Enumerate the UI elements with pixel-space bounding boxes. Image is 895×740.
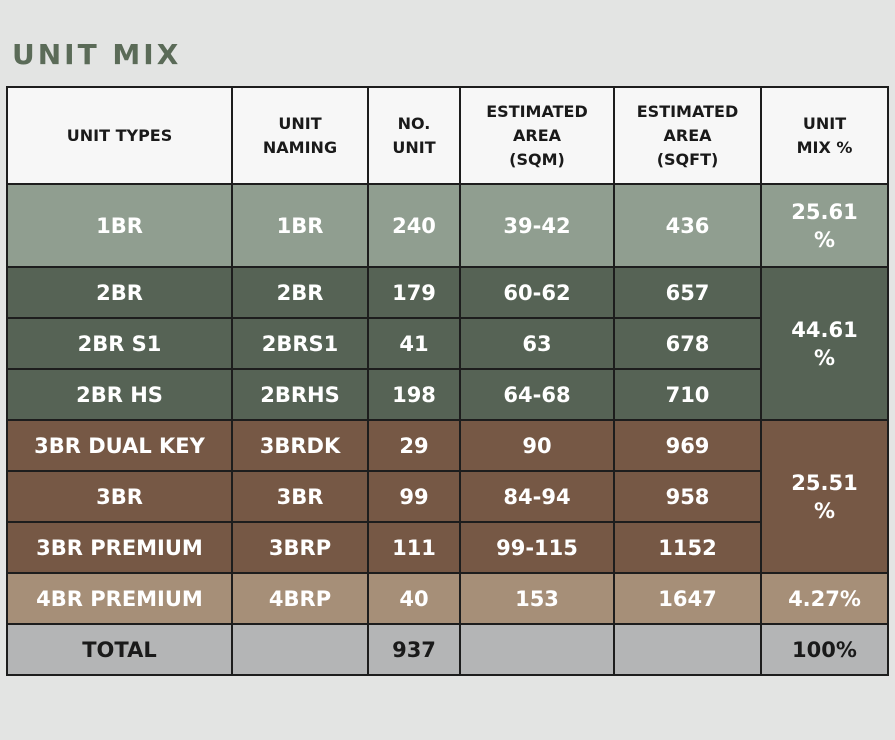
cell-area-sqft: 969 [613, 419, 762, 472]
table-row-total: TOTAL 937 100% [6, 623, 889, 676]
unit-mix-table: UNIT TYPES UNIT NAMING NO. UNIT ESTIMATE… [6, 86, 889, 676]
cell-area-sqm: 99-115 [459, 521, 615, 574]
cell-unit-naming: 4BRP [231, 572, 369, 625]
cell-no-unit: 111 [367, 521, 461, 574]
header-area-sqm: ESTIMATED AREA (SQM) [459, 86, 615, 185]
cell-unit-type: 4BR PREMIUM [6, 572, 233, 625]
cell-area-sqm: 39-42 [459, 183, 615, 268]
page-title: UNIT MIX [12, 38, 182, 71]
cell-area-sqm: 153 [459, 572, 615, 625]
table-row-3br-dual-key: 3BR DUAL KEY 3BRDK 29 90 969 25.51% [6, 419, 889, 574]
cell-total-units: 937 [367, 623, 461, 676]
cell-total-empty [231, 623, 369, 676]
header-unit-types: UNIT TYPES [6, 86, 233, 185]
cell-unit-naming: 3BRDK [231, 419, 369, 472]
table-row-4br-premium: 4BR PREMIUM 4BRP 40 153 1647 4.27% [6, 572, 889, 625]
cell-unit-naming: 3BRP [231, 521, 369, 574]
table-row-2br-s1: 2BR S1 2BRS1 41 63 678 [6, 317, 888, 370]
cell-area-sqft: 958 [613, 470, 762, 523]
cell-unit-naming: 1BR [231, 183, 369, 268]
cell-unit-naming: 2BRS1 [231, 317, 369, 370]
cell-unit-type: 1BR [6, 183, 233, 268]
cell-area-sqft: 710 [613, 368, 762, 421]
table-row-3br-premium: 3BR PREMIUM 3BRP 111 99-115 1152 [6, 521, 888, 574]
cell-unit-mix-3br: 25.51% [760, 419, 889, 574]
cell-area-sqft: 1152 [613, 521, 762, 574]
cell-unit-type: 3BR DUAL KEY [6, 419, 233, 472]
cell-no-unit: 29 [367, 419, 461, 472]
cell-no-unit: 40 [367, 572, 461, 625]
cell-no-unit: 41 [367, 317, 461, 370]
cell-unit-mix-4br: 4.27% [760, 572, 889, 625]
cell-area-sqm: 63 [459, 317, 615, 370]
cell-unit-type: 2BR [6, 266, 233, 319]
cell-area-sqm: 90 [459, 419, 615, 472]
cell-no-unit: 198 [367, 368, 461, 421]
cell-no-unit: 240 [367, 183, 461, 268]
cell-no-unit: 99 [367, 470, 461, 523]
cell-no-unit: 179 [367, 266, 461, 319]
cell-unit-mix-2br: 44.61% [760, 266, 889, 421]
cell-total-label: TOTAL [6, 623, 233, 676]
table-row-2br-hs: 2BR HS 2BRHS 198 64-68 710 [6, 368, 888, 421]
cell-unit-type: 3BR [6, 470, 233, 523]
header-row: UNIT TYPES UNIT NAMING NO. UNIT ESTIMATE… [6, 86, 889, 185]
cell-total-empty [613, 623, 762, 676]
cell-area-sqft: 1647 [613, 572, 762, 625]
cell-area-sqm: 60-62 [459, 266, 615, 319]
table-row-2br: 2BR 2BR 179 60-62 657 44.61% [6, 266, 889, 421]
header-no-unit: NO. UNIT [367, 86, 461, 185]
cell-unit-naming: 3BR [231, 470, 369, 523]
table-row-1br: 1BR 1BR 240 39-42 436 25.61% [6, 183, 889, 268]
cell-area-sqft: 436 [613, 183, 762, 268]
cell-area-sqm: 64-68 [459, 368, 615, 421]
cell-area-sqm: 84-94 [459, 470, 615, 523]
header-unit-naming: UNIT NAMING [231, 86, 369, 185]
cell-unit-type: 3BR PREMIUM [6, 521, 233, 574]
cell-total-empty [459, 623, 615, 676]
header-unit-mix: UNIT MIX % [760, 86, 889, 185]
header-area-sqft: ESTIMATED AREA (SQFT) [613, 86, 762, 185]
cell-area-sqft: 678 [613, 317, 762, 370]
cell-unit-type: 2BR HS [6, 368, 233, 421]
table-row-3br: 3BR 3BR 99 84-94 958 [6, 470, 888, 523]
cell-unit-naming: 2BRHS [231, 368, 369, 421]
cell-area-sqft: 657 [613, 266, 762, 319]
cell-unit-naming: 2BR [231, 266, 369, 319]
cell-unit-type: 2BR S1 [6, 317, 233, 370]
cell-unit-mix-1br: 25.61% [760, 183, 889, 268]
cell-total-mix: 100% [760, 623, 889, 676]
